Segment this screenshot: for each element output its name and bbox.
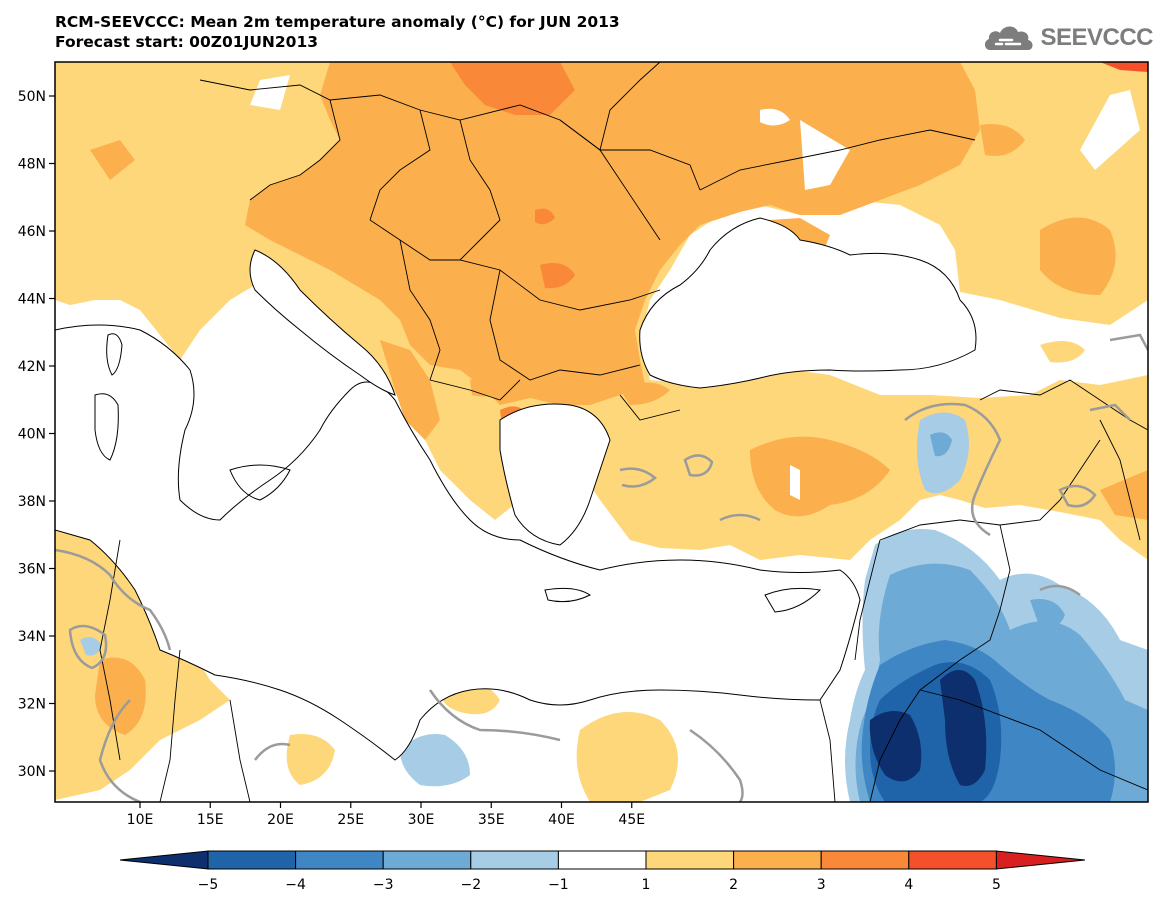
colorbar-label: −4	[285, 877, 306, 893]
colorbar-label: 5	[992, 877, 1001, 893]
lat-label: 36N	[18, 562, 46, 578]
lat-label: 34N	[18, 629, 46, 645]
colorbar-label: −1	[548, 877, 569, 893]
colorbar-label: 4	[904, 877, 913, 893]
zero-contours	[55, 333, 1148, 802]
colorbar-label: 2	[729, 877, 738, 893]
lat-label: 32N	[18, 697, 46, 713]
lat-label: 30N	[18, 764, 46, 780]
colorbar-arrow-low	[119, 850, 209, 870]
lon-label: 10E	[127, 812, 154, 828]
colorbar-label: −3	[373, 877, 394, 893]
title-block: RCM-SEEVCCC: Mean 2m temperature anomaly…	[55, 12, 620, 52]
lat-label: 42N	[18, 359, 46, 375]
colorbar-segment	[382, 850, 472, 870]
sea-areas	[55, 217, 977, 761]
colorbar-segment	[733, 850, 822, 870]
lon-label: 40E	[548, 812, 575, 828]
near-zero-patches	[250, 75, 1140, 500]
colorbar-label: 3	[817, 877, 826, 893]
lat-label: 50N	[18, 89, 46, 105]
logo-text: SEEVCCC	[1040, 24, 1153, 51]
colorbar-label: −5	[198, 877, 219, 893]
lon-label: 35E	[478, 812, 505, 828]
islands	[94, 333, 822, 613]
map-subtitle: Forecast start: 00Z01JUN2013	[55, 33, 319, 51]
colorbar-segment	[820, 850, 910, 870]
lon-label: 15E	[197, 812, 224, 828]
longitude-axis: 10E 15E 20E 25E 30E 35E 40E 45E	[127, 802, 645, 828]
lat-label: 48N	[18, 157, 46, 173]
lat-label: 40N	[18, 427, 46, 443]
colorbar-segment	[470, 850, 559, 870]
warm-anomaly-4to5	[1100, 62, 1148, 72]
lat-label: 44N	[18, 292, 46, 308]
colorbar-label: 1	[642, 877, 651, 893]
colorbar-segment	[557, 850, 647, 870]
lon-label: 30E	[408, 812, 435, 828]
lon-label: 45E	[618, 812, 645, 828]
colorbar-segment	[295, 850, 384, 870]
map-title: RCM-SEEVCCC: Mean 2m temperature anomaly…	[55, 13, 620, 31]
seevccc-logo: SEEVCCC	[982, 22, 1153, 54]
cold-anomaly-below-5	[869, 670, 987, 786]
colorbar-arrow-high	[995, 850, 1086, 870]
lon-label: 25E	[337, 812, 364, 828]
colorbar-segment	[207, 850, 297, 870]
cloud-logo-icon	[985, 26, 1033, 50]
colorbar-segment	[908, 850, 997, 870]
lat-label: 46N	[18, 224, 46, 240]
lon-label: 20E	[267, 812, 294, 828]
colorbar-segment	[645, 850, 735, 870]
colorbar: −5 −4 −3 −2 −1 1 2 3 4 5	[119, 850, 1086, 893]
map-frame	[54, 61, 1149, 803]
warm-anomaly-2to3	[90, 62, 1148, 735]
lat-label: 38N	[18, 494, 46, 510]
latitude-axis: 50N 48N 46N 44N 42N 40N 38N 36N 34N 32N 30N	[18, 89, 55, 780]
colorbar-label: −2	[460, 877, 481, 893]
